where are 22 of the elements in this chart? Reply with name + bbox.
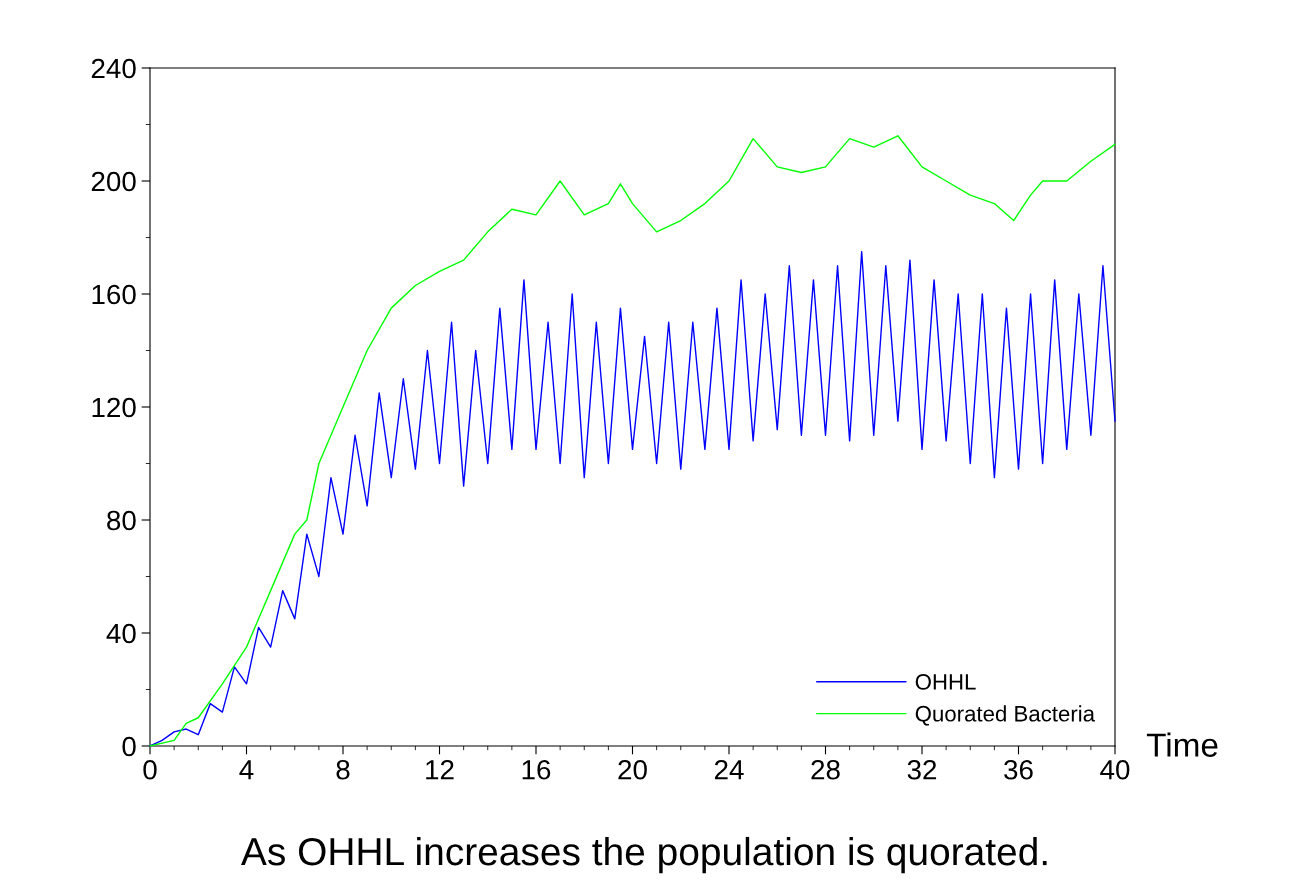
x-tick-label: 40 (1100, 759, 1130, 780)
y-tick-label: 160 (92, 284, 136, 305)
text: As OHHL increases the population is quorated. (241, 836, 1047, 874)
y-tick-label: 40 (106, 623, 136, 644)
x-tick-label: 32 (907, 759, 937, 780)
x-tick-label: 24 (714, 759, 744, 780)
y-tick-label: 200 (91, 171, 136, 192)
x-tick-label: 4 (239, 760, 254, 780)
x-tick-label: 20 (618, 759, 647, 780)
x-tick-label: 36 (1004, 759, 1033, 780)
x-tick-label: 16 (522, 759, 551, 780)
y-tick-label: 80 (107, 510, 136, 531)
x-tick-label: 12 (426, 759, 454, 780)
x-tick-label: 28 (811, 759, 840, 780)
x-axis-title: Time (1146, 732, 1218, 757)
x-tick-label: 0 (143, 759, 157, 780)
y-tick-label: 120 (92, 397, 136, 418)
legend-label: Quorated Bacteria (915, 705, 1096, 726)
legend-label: OHHL (915, 674, 976, 690)
y-tick-label: 0 (122, 736, 136, 757)
y-tick-label: 240 (91, 58, 136, 79)
x-tick-label: 8 (336, 759, 350, 780)
